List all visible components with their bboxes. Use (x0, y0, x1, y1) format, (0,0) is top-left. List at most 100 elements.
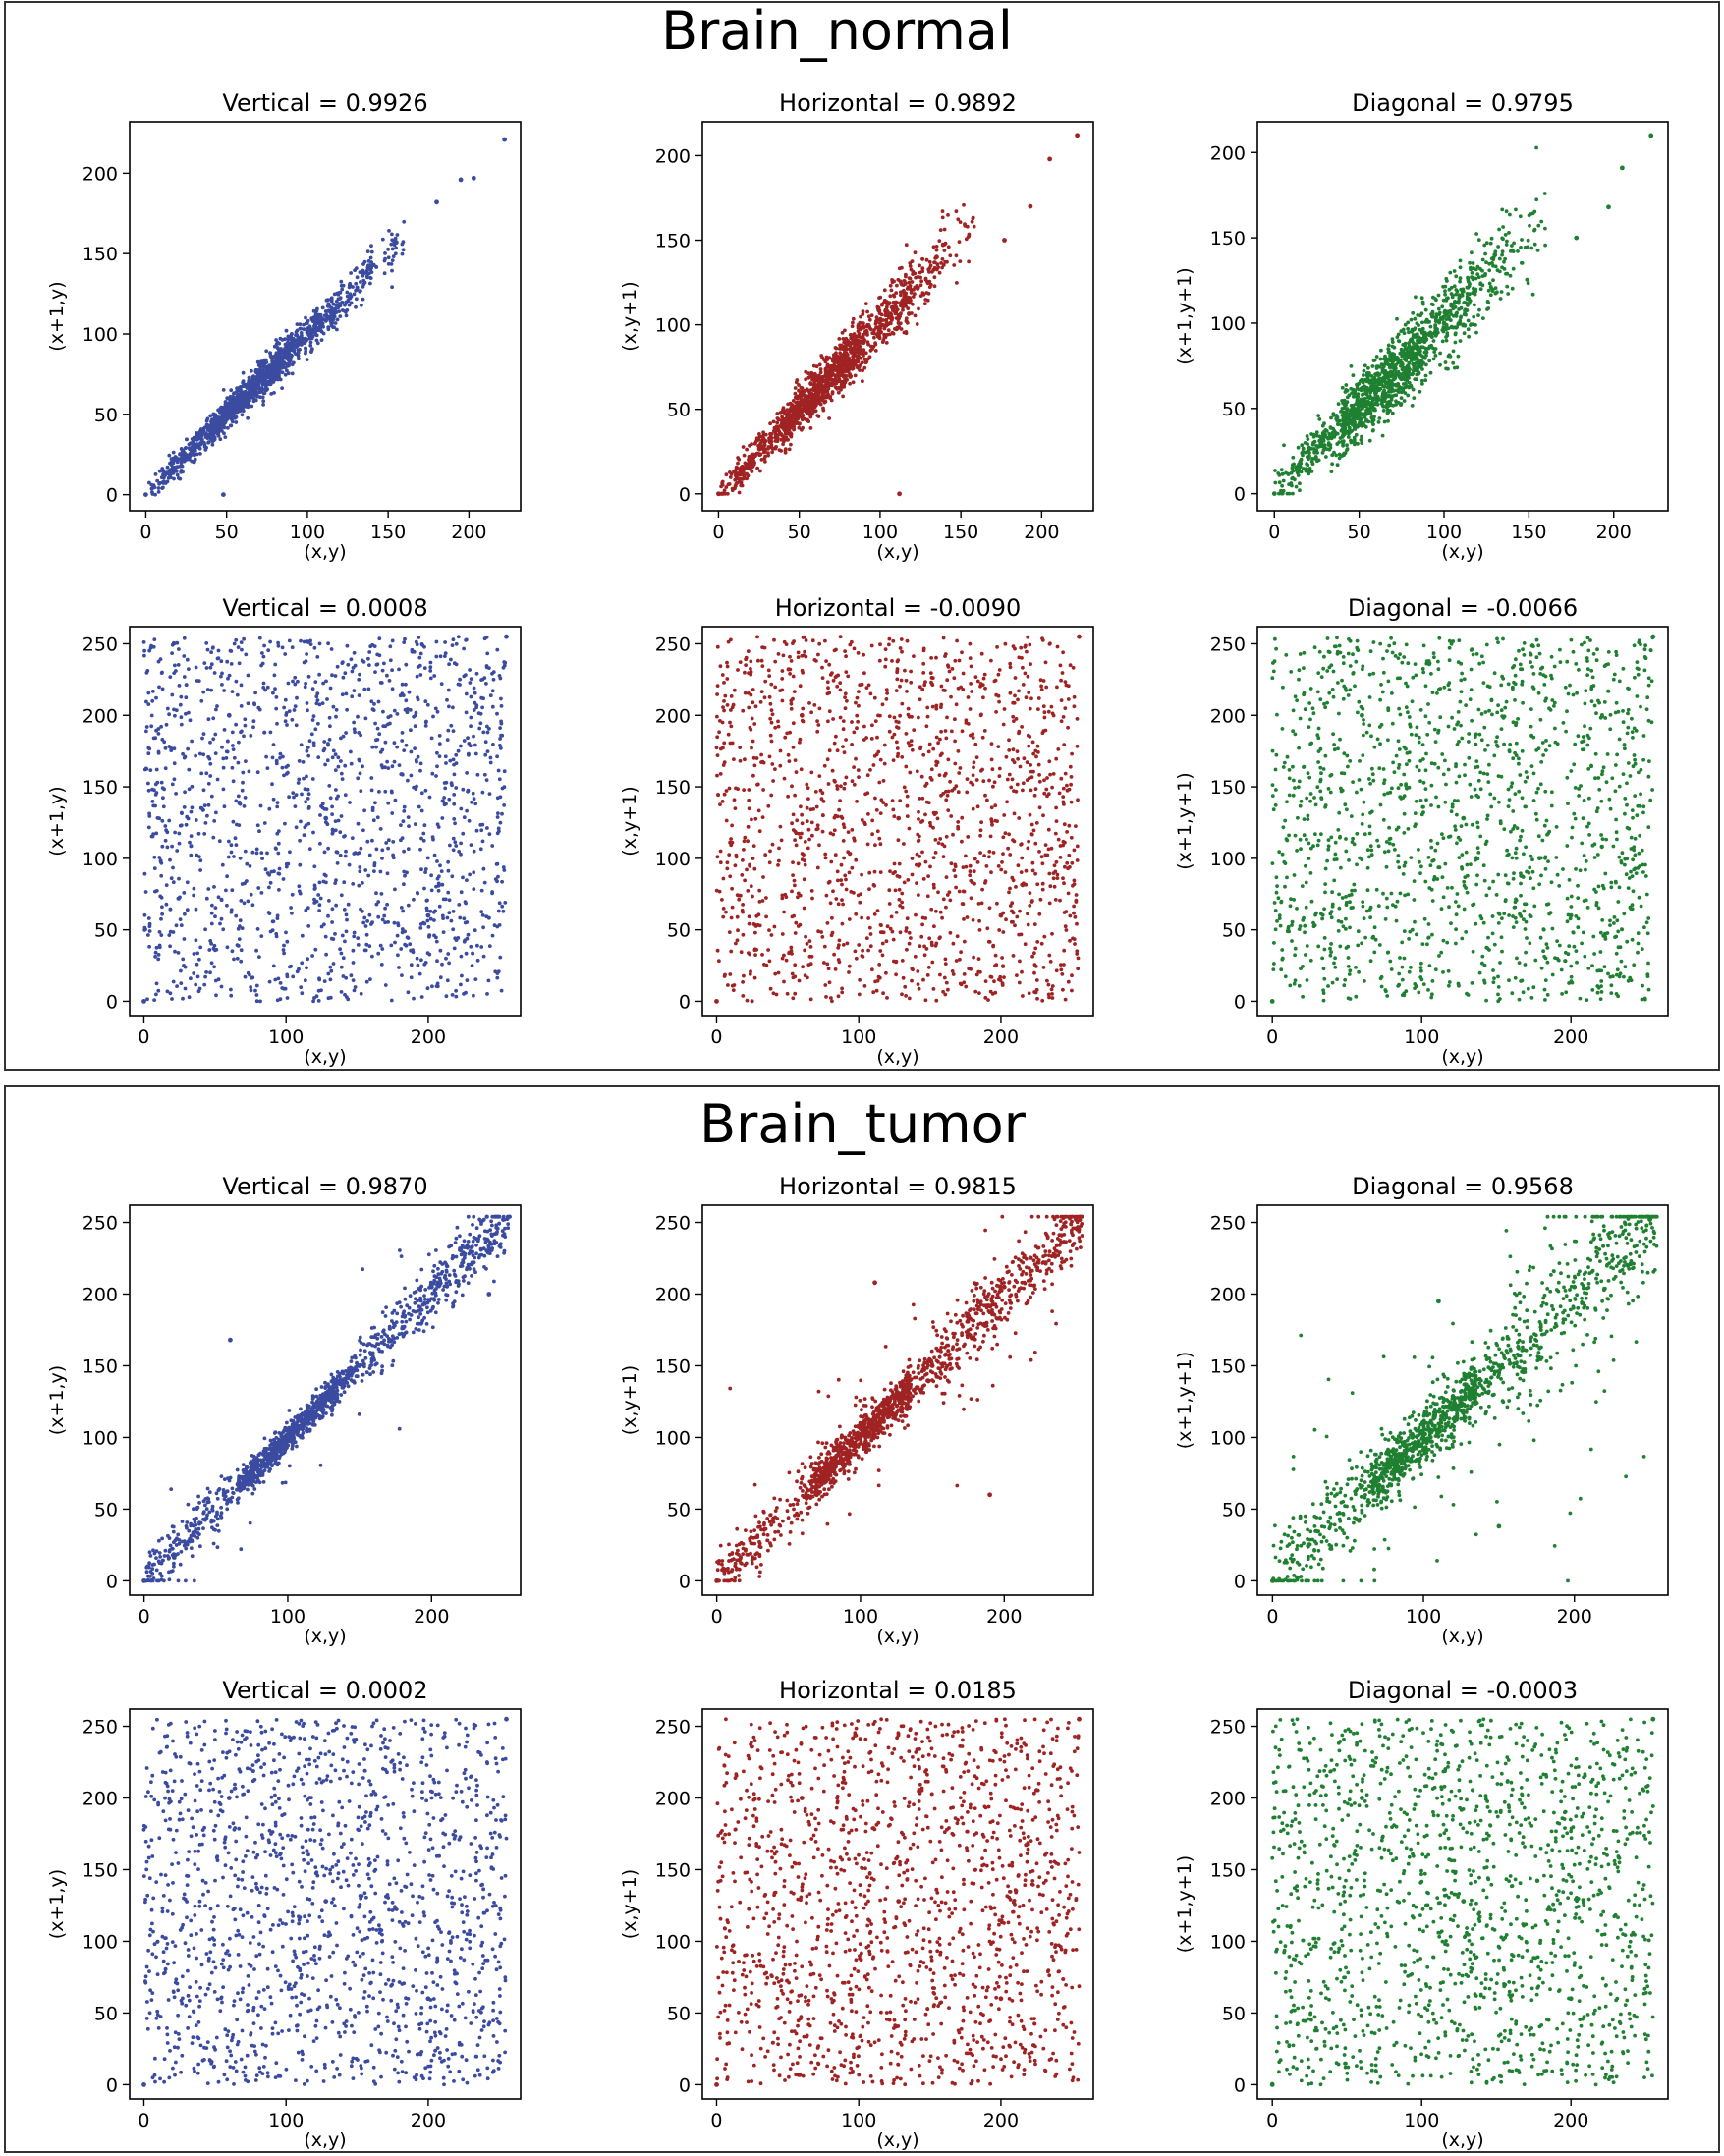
x-tick-label: 100 (290, 522, 325, 543)
scatter-point (1420, 320, 1424, 325)
scatter-point (904, 274, 908, 279)
scatter-point (1529, 246, 1534, 250)
scatter-point (339, 759, 343, 763)
scatter-point (156, 988, 161, 993)
scatter-point (201, 690, 206, 694)
scatter-point (250, 850, 255, 855)
scatter-point (896, 320, 901, 325)
scatter-point (275, 346, 280, 350)
scatter-point (340, 692, 345, 697)
scatter-point (354, 297, 359, 302)
scatter-point (459, 744, 463, 748)
scatter-point (390, 238, 395, 243)
scatter-point (473, 802, 478, 806)
scatter-point (1328, 426, 1333, 430)
scatter-point (394, 246, 398, 250)
scatter-point (1499, 290, 1504, 294)
scatter-point (1273, 480, 1278, 485)
scatter-point (241, 370, 246, 375)
scatter-point (1291, 475, 1295, 480)
scatter-point (830, 357, 835, 361)
scatter-point (1307, 451, 1311, 455)
scatter-point (734, 465, 739, 470)
scatter-point (478, 721, 483, 726)
scatter-point (297, 357, 301, 361)
scatter-point (404, 743, 409, 747)
scatter-point (485, 749, 490, 753)
scatter-point (335, 317, 340, 322)
scatter-point (740, 483, 745, 488)
scatter-point (1478, 281, 1483, 286)
scatter-point (1419, 296, 1424, 301)
scatter-point (413, 822, 417, 826)
scatter-point (170, 997, 174, 1001)
scatter-point (815, 414, 820, 417)
scatter-point (1468, 260, 1472, 265)
scatter-point (1329, 433, 1334, 437)
scatter-point (821, 408, 826, 413)
scatter-point (156, 953, 161, 957)
scatter-point (861, 324, 865, 328)
scatter-point (240, 413, 245, 417)
scatter-point (304, 681, 307, 686)
scatter-point (174, 669, 178, 673)
scatter-point (859, 327, 863, 332)
scatter-point (719, 484, 723, 489)
scatter-point (168, 470, 172, 473)
scatter-point (386, 255, 391, 260)
scatter-point (744, 464, 749, 468)
scatter-point (1433, 325, 1437, 330)
scatter-point (1497, 256, 1502, 261)
scatter-point (1476, 313, 1480, 317)
scatter-point (330, 907, 335, 912)
scatter-point (146, 825, 151, 830)
scatter-point (310, 347, 314, 352)
scatter-point (763, 438, 767, 443)
scatter-point (459, 954, 464, 959)
scatter-point (296, 781, 301, 785)
scatter-point (1458, 265, 1463, 270)
scatter-point (1434, 298, 1438, 303)
scatter-point (894, 291, 899, 295)
scatter-point (210, 903, 214, 908)
y-tick-label: 150 (83, 777, 118, 799)
scatter-point (1508, 273, 1513, 278)
scatter-point (1428, 324, 1433, 329)
scatter-point (1362, 373, 1365, 377)
scatter-point (349, 271, 353, 275)
scatter-point (1431, 339, 1436, 343)
scatter-point (159, 916, 163, 921)
scatter-point (963, 224, 968, 228)
scatter-point (432, 674, 437, 678)
scatter-point (792, 411, 797, 415)
scatter-point (1413, 326, 1418, 331)
scatter-point (742, 453, 747, 458)
scatter-point (1295, 468, 1300, 472)
scatter-point (499, 696, 503, 701)
scatter-point (865, 323, 869, 328)
scatter-point (280, 386, 284, 390)
scatter-point (242, 636, 247, 641)
scatter-point (932, 260, 936, 265)
scatter-point (881, 323, 886, 328)
scatter-point (452, 793, 457, 797)
scatter-point (310, 718, 315, 722)
scatter-point (862, 332, 865, 337)
scatter-point (1532, 242, 1537, 247)
scatter-point (1395, 316, 1399, 321)
scatter-point (150, 690, 155, 693)
scatter-point (1418, 340, 1422, 345)
scatter-point (353, 268, 357, 273)
scatter-point (422, 823, 427, 828)
scatter-point (305, 966, 308, 970)
scatter-point (1401, 365, 1406, 370)
scatter-point (1306, 442, 1309, 446)
scatter-point (1459, 287, 1464, 292)
scatter-point (1466, 318, 1471, 323)
scatter-point (1435, 319, 1439, 323)
scatter-point (1455, 325, 1459, 329)
scatter-point (246, 701, 250, 706)
scatter-point (818, 370, 823, 375)
scatter-point (219, 659, 224, 664)
scatter-point (1493, 264, 1498, 269)
